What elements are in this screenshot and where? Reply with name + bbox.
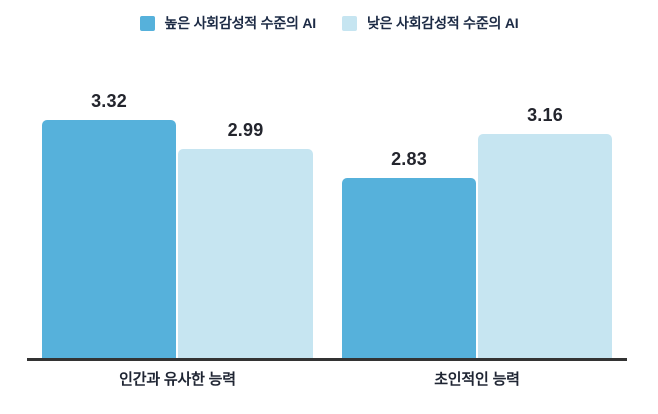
bar-high-ai-superhuman: 2.83 [342,149,476,358]
legend-label-high-ai: 높은 사회감성적 수준의 AI [164,15,317,31]
value-label-high-ai-humanlike: 3.32 [91,91,127,111]
legend-swatch-high-ai [139,15,155,31]
legend-item-low-ai: 낮은 사회감성적 수준의 AI [342,13,519,33]
bar-low-ai-humanlike: 2.99 [178,120,313,358]
bar-low-ai-superhuman: 3.16 [478,105,612,358]
x-axis-line [27,358,627,361]
value-label-low-ai-superhuman: 3.16 [527,105,563,125]
legend-label-low-ai: 낮은 사회감성적 수준의 AI [367,15,519,31]
value-label-low-ai-humanlike: 2.99 [227,120,264,140]
value-label-high-ai-superhuman: 2.83 [391,149,427,169]
legend-swatch-low-ai [342,15,357,31]
category-label-superhuman: 초인적인 능력 [434,371,520,388]
category-label-humanlike: 인간과 유사한 능력 [119,371,236,388]
bar-high-ai-humanlike: 3.32 [42,91,176,358]
legend-item-high-ai: 높은 사회감성적 수준의 AI [139,13,317,33]
legend: 높은 사회감성적 수준의 AI 낮은 사회감성적 수준의 AI [0,13,658,33]
